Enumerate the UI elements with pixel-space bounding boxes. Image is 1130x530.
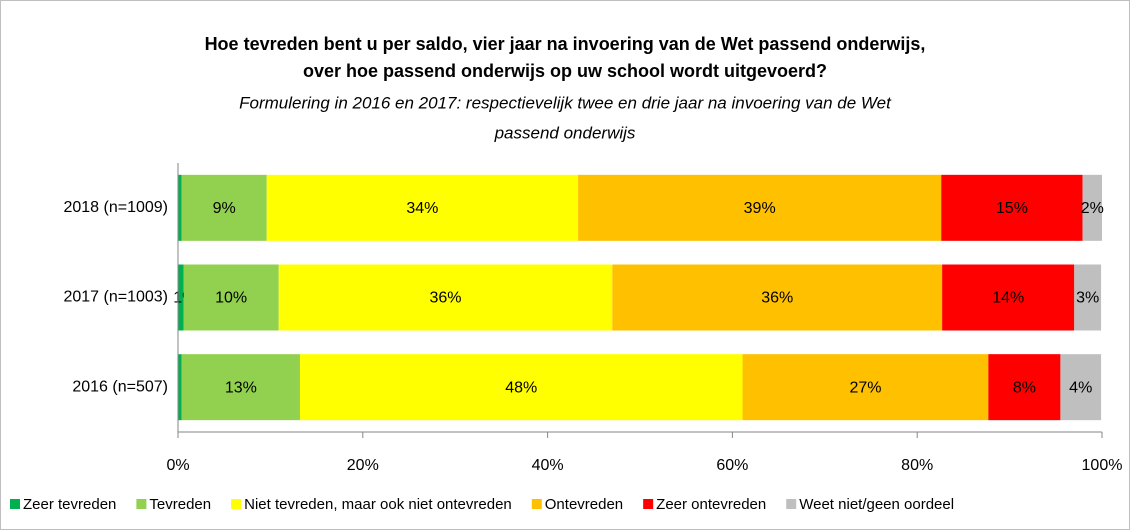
data-label: 27% [849,379,881,396]
data-label: 36% [429,290,461,307]
data-label: 9% [213,200,236,217]
data-label: 3% [1076,290,1099,307]
data-label: 15% [996,200,1028,217]
bar-segment [299,354,743,421]
bar-segment [941,174,1083,241]
legend-label: Niet tevreden, maar ook niet ontevreden [244,496,512,513]
y-tick-label: 2016 (n=507) [72,378,168,395]
bar-segment [612,264,943,331]
bar-segment [266,174,579,241]
bar-segment [578,174,942,241]
bar-segment [178,264,184,331]
bar-segment [278,264,613,331]
bar-segment [1074,264,1102,331]
x-tick-label: 40% [532,457,564,474]
data-label: 8% [1013,379,1036,396]
bar-segment [181,354,300,421]
legend-swatch [136,499,147,509]
chart-subtitle: Formulering in 2016 en 2017: respectieve… [239,93,892,112]
x-tick-label: 100% [1082,457,1123,474]
data-label: 48% [505,379,537,396]
bar-segment [1060,354,1102,421]
data-label: 13% [225,379,257,396]
bar-segment [988,354,1061,421]
legend-swatch [643,499,654,509]
data-label: 10% [215,290,247,307]
x-tick-label: 60% [716,457,748,474]
x-tick-label: 20% [347,457,379,474]
bar-segment [742,354,989,421]
data-label: 2% [1081,200,1104,217]
bar-segment [178,354,182,421]
legend-swatch [531,499,542,509]
y-tick-label: 2018 (n=1009) [63,199,168,216]
data-label: 36% [761,290,793,307]
x-tick-label: 0% [166,457,189,474]
bar-segment [181,174,267,241]
data-label: 14% [992,290,1024,307]
chart-title: Hoe tevreden bent u per saldo, vier jaar… [205,34,926,54]
chart-title: over hoe passend onderwijs op uw school … [303,61,827,81]
chart-subtitle: passend onderwijs [494,123,636,142]
data-label: 4% [1069,379,1092,396]
data-label: 34% [406,200,438,217]
legend-swatch [231,499,242,509]
bar-segment [178,174,182,241]
data-label: 39% [744,200,776,217]
legend-label: Ontevreden [545,496,623,513]
y-tick-label: 2017 (n=1003) [63,289,168,306]
x-tick-label: 80% [901,457,933,474]
legend-label: Tevreden [149,496,211,513]
bar-segment [942,264,1075,331]
legend-swatch [10,499,20,509]
legend-label: Weet niet/geen oordeel [799,496,954,513]
legend-label: Zeer tevreden [23,496,116,513]
bar-segment [1082,174,1102,241]
bar-segment [183,264,279,331]
legend-swatch [786,499,797,509]
legend-label: Zeer ontevreden [656,496,766,513]
